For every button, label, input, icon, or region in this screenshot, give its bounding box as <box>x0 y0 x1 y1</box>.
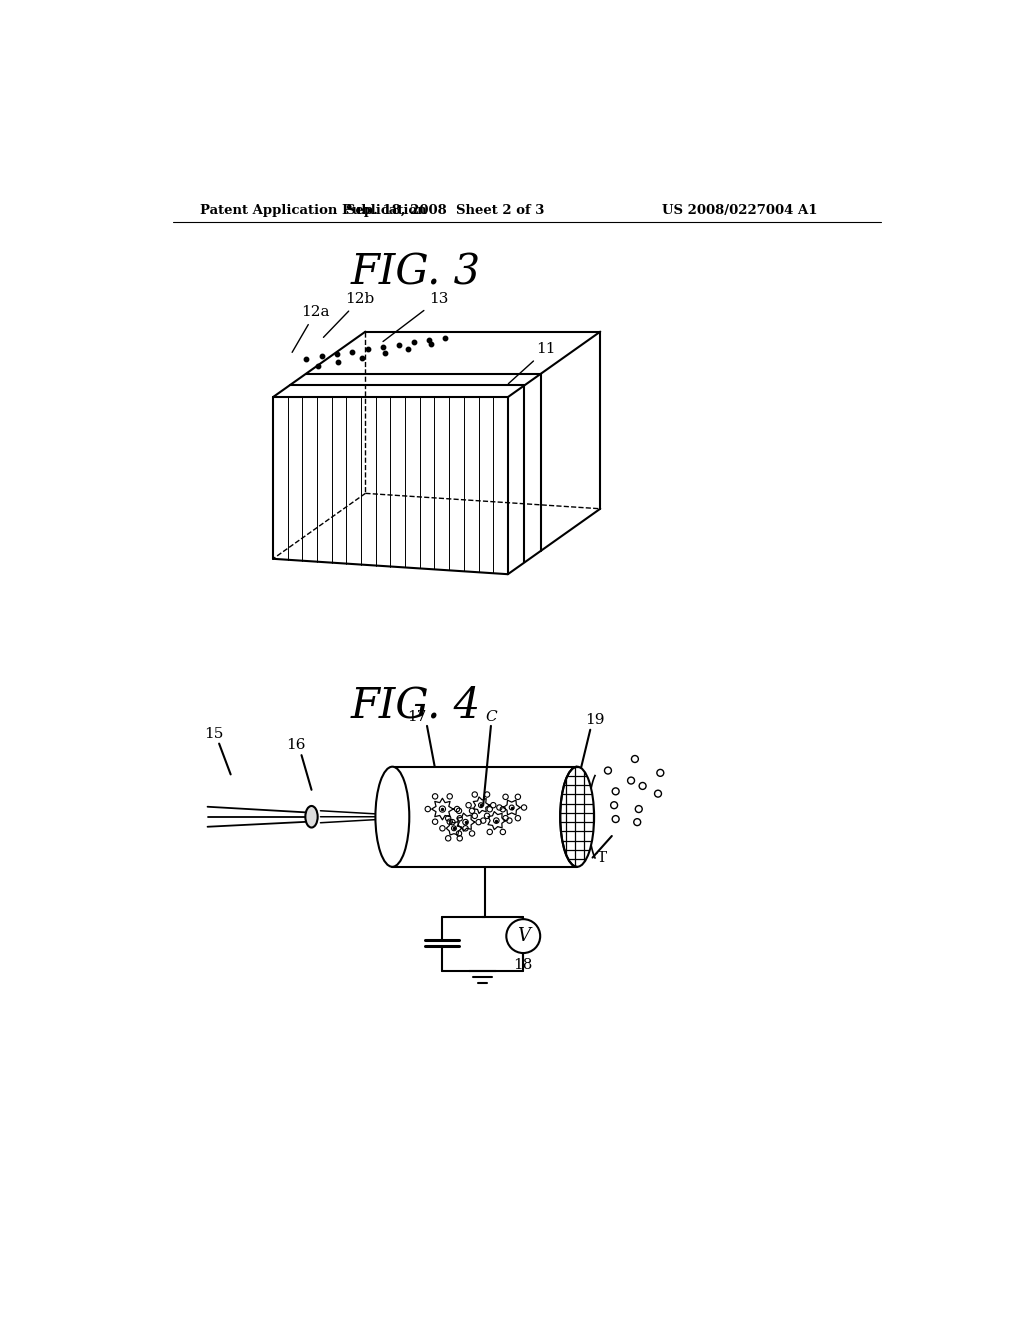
Polygon shape <box>392 767 578 867</box>
Text: Patent Application Publication: Patent Application Publication <box>200 205 427 218</box>
Circle shape <box>509 805 514 810</box>
Text: 12a: 12a <box>292 305 330 352</box>
Text: 18: 18 <box>514 958 532 973</box>
Ellipse shape <box>560 767 594 867</box>
Text: 15: 15 <box>204 727 223 742</box>
Circle shape <box>506 919 541 953</box>
Text: T: T <box>596 850 606 865</box>
Text: C: C <box>485 710 497 723</box>
Text: FIG. 4: FIG. 4 <box>350 684 480 726</box>
Text: 17: 17 <box>408 710 427 723</box>
Text: 19: 19 <box>585 714 604 727</box>
Circle shape <box>463 820 468 825</box>
Text: Sep. 18, 2008  Sheet 2 of 3: Sep. 18, 2008 Sheet 2 of 3 <box>345 205 544 218</box>
Ellipse shape <box>305 807 317 828</box>
Text: 12b: 12b <box>324 292 375 338</box>
Text: FIG. 3: FIG. 3 <box>350 251 480 293</box>
Text: 16: 16 <box>286 738 305 752</box>
Circle shape <box>478 803 483 808</box>
Ellipse shape <box>376 767 410 867</box>
Text: 13: 13 <box>383 292 449 342</box>
Circle shape <box>494 818 499 824</box>
Circle shape <box>439 807 445 812</box>
Text: V: V <box>517 927 529 945</box>
Text: 11: 11 <box>508 342 556 384</box>
Text: US 2008/0227004 A1: US 2008/0227004 A1 <box>662 205 817 218</box>
Circle shape <box>452 826 457 830</box>
